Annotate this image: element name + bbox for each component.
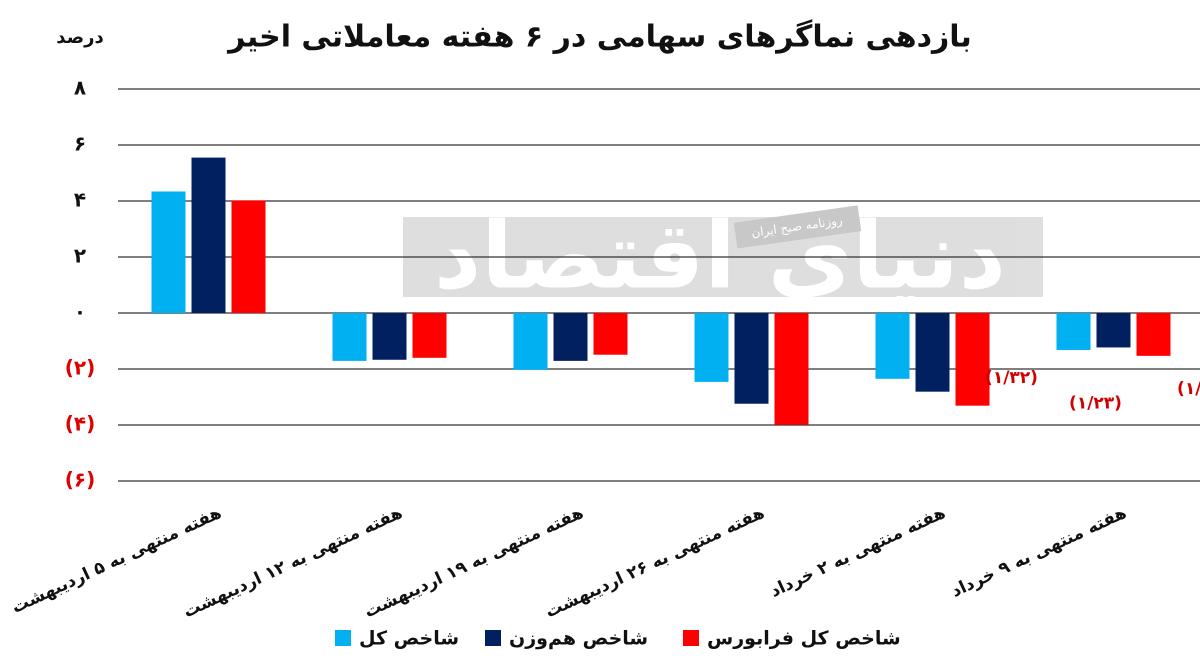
bar [231,200,266,313]
x-tick-label: هفته منتهی به ۲ خرداد [767,503,949,602]
data-label: (۱/۳۲) [985,368,1038,388]
bar [694,313,729,382]
bar [553,313,588,361]
chart-title: بازدهی نماگرهای سهامی در ۶ هفته معاملاتی… [226,19,972,55]
y-tick-label: ۲ [74,244,86,268]
legend-label: شاخص هم‌وزن [509,628,648,650]
legend-swatch [485,630,501,646]
y-tick-label: (۲) [65,356,96,380]
watermark-tag [733,205,862,249]
bar [1096,313,1131,348]
bar [372,313,407,360]
y-tick-label: (۴) [65,412,96,436]
y-tick-label: (۶) [65,468,96,492]
y-tick-label: ۰ [74,300,86,324]
bar [412,313,447,358]
legend-swatch [683,630,699,646]
legend-swatch [335,630,351,646]
bar [734,313,769,404]
watermark-title: دنیای اقتصاد [434,202,1006,309]
y-tick-label: ۴ [74,188,86,212]
bar [1136,313,1171,356]
bar [955,313,990,406]
x-tick-label: هفته منتهی به ۹ خرداد [948,503,1130,602]
data-label: (۱/۵۳) [1177,379,1200,399]
bar [191,157,226,313]
bar [151,191,186,313]
bar [513,313,548,370]
bar [875,313,910,379]
legend-label: شاخص کل [359,628,459,650]
bar [593,313,628,355]
legend-label: شاخص کل فرابورس [707,628,901,650]
bar [332,313,367,361]
y-axis-label: درصد [56,27,103,48]
watermark: دنیای اقتصاد روزنامه صبح ایران [403,202,1043,309]
bar [1056,313,1091,350]
y-tick-label: ۶ [74,132,86,156]
data-label: (۱/۲۳) [1069,393,1122,413]
y-tick-label: ۸ [74,76,86,100]
bar [915,313,950,392]
bar [774,313,809,425]
